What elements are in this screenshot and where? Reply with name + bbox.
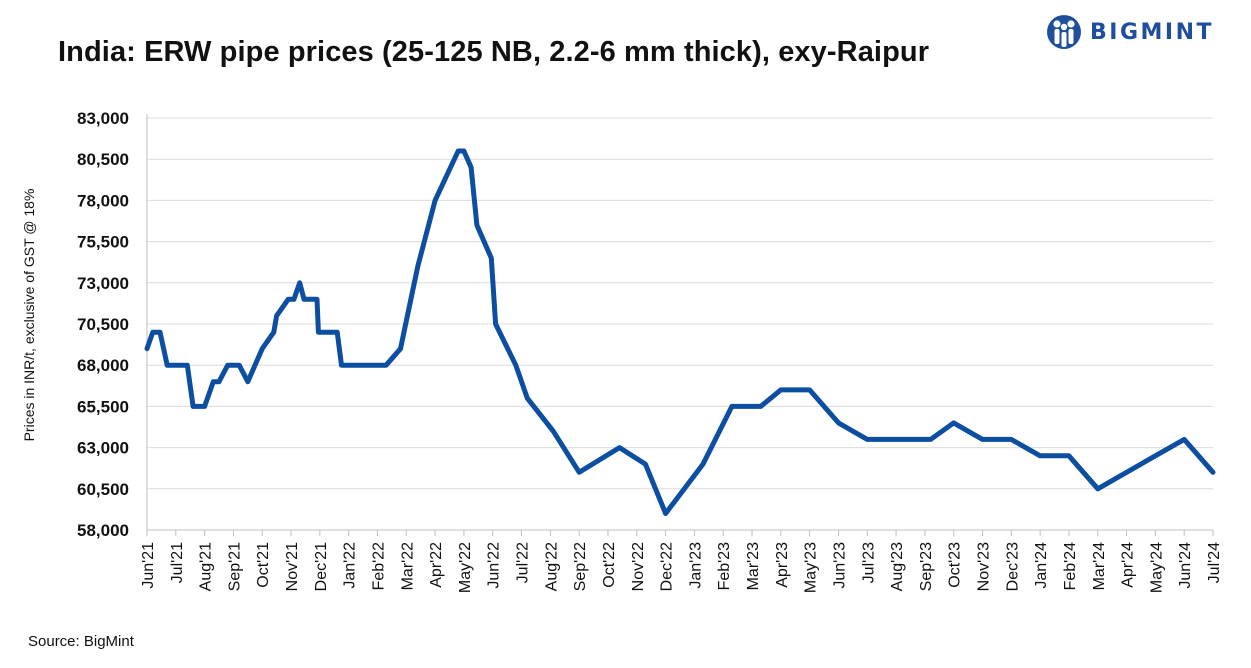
y-tick-label: 65,500 <box>77 397 129 416</box>
x-axis-ticks: Jun'21 Jul'21 Aug'21 Sep'21 Oct'21 Nov'21 Dec'… <box>140 530 1223 593</box>
x-tick-label: Dec'22 <box>659 542 676 591</box>
brand-name: BIGMINT <box>1090 19 1215 45</box>
x-tick-label: Jun'22 <box>486 542 503 589</box>
y-axis-label: Prices in INR/t, exclusive of GST @ 18% <box>21 189 37 442</box>
y-tick-label: 78,000 <box>77 191 129 210</box>
y-tick-label: 83,000 <box>77 109 129 128</box>
y-tick-label: 80,500 <box>77 150 129 169</box>
x-tick-label: Dec'23 <box>1004 542 1021 591</box>
x-tick-label: Aug'22 <box>543 542 560 591</box>
source-note: Source: BigMint <box>28 633 134 650</box>
x-tick-label: Sep'21 <box>226 542 243 591</box>
x-tick-label: Oct'23 <box>947 542 964 588</box>
x-tick-label: Nov'21 <box>284 542 301 591</box>
x-tick-label: Jul'23 <box>860 542 877 583</box>
x-tick-label: Oct'21 <box>255 542 272 588</box>
x-tick-label: Feb'23 <box>716 542 733 591</box>
x-tick-label: Jun'24 <box>1177 542 1194 589</box>
x-tick-label: Jun'21 <box>140 542 157 589</box>
x-tick-label: Nov'23 <box>976 542 993 591</box>
x-tick-label: Mar'23 <box>745 542 762 591</box>
x-tick-label: Jan'24 <box>1033 542 1050 589</box>
y-tick-label: 68,000 <box>77 356 129 375</box>
x-tick-label: May'24 <box>1148 542 1165 593</box>
x-tick-label: Jun'23 <box>831 542 848 589</box>
x-tick-label: Jul'22 <box>515 542 532 583</box>
x-tick-label: Nov'22 <box>630 542 647 591</box>
x-tick-label: Feb'22 <box>370 542 387 591</box>
bigmint-logo: BIGMINT <box>1046 12 1214 52</box>
x-tick-label: Apr'24 <box>1120 542 1137 588</box>
y-tick-label: 70,500 <box>77 315 129 334</box>
series-line <box>144 148 1216 516</box>
x-tick-label: Jul'21 <box>169 542 186 583</box>
x-tick-label: May'22 <box>457 542 474 593</box>
chart-title: India: ERW pipe prices (25-125 NB, 2.2-6… <box>58 36 930 68</box>
x-tick-label: Oct'22 <box>601 542 618 588</box>
x-tick-label: Apr'22 <box>428 542 445 588</box>
x-tick-label: Mar'22 <box>399 542 416 591</box>
x-tick-label: May'23 <box>803 542 820 593</box>
series <box>144 148 1216 516</box>
x-tick-label: Sep'22 <box>572 542 589 591</box>
y-tick-label: 58,000 <box>77 521 129 540</box>
y-axis-ticks: 58,000 60,500 63,000 65,500 68,000 70,500 73,0… <box>77 109 129 540</box>
x-tick-label: Mar'24 <box>1091 542 1108 591</box>
x-tick-label: Aug'21 <box>198 542 215 591</box>
x-tick-label: Aug'23 <box>889 542 906 591</box>
x-tick-label: Jan'23 <box>687 542 704 589</box>
x-tick-label: Dec'21 <box>313 542 330 591</box>
x-tick-label: Apr'23 <box>774 542 791 588</box>
x-tick-label: Jul'24 <box>1206 542 1223 583</box>
axes <box>146 114 1213 531</box>
y-tick-label: 75,500 <box>77 233 129 252</box>
y-tick-label: 73,000 <box>77 274 129 293</box>
y-tick-label: 60,500 <box>77 480 129 499</box>
y-tick-label: 63,000 <box>77 439 129 458</box>
gridlines <box>147 117 1213 531</box>
x-tick-label: Jan'22 <box>342 542 359 589</box>
x-tick-label: Sep'23 <box>918 542 935 591</box>
bigmint-logo-icon <box>1047 15 1081 49</box>
x-tick-label: Feb'24 <box>1062 542 1079 591</box>
